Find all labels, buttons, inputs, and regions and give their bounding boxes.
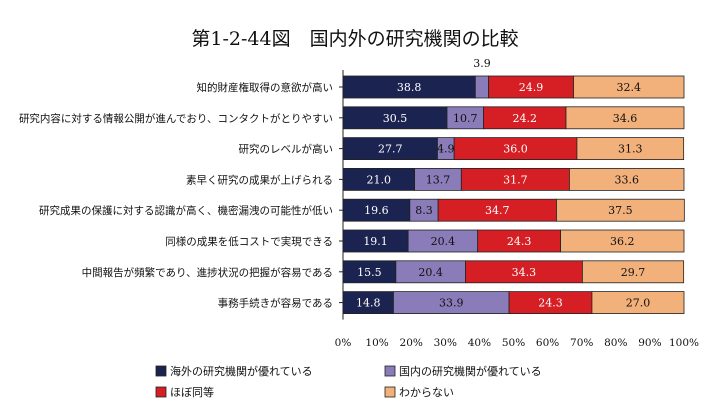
category-label: 同様の成果を低コストで実現できる xyxy=(165,235,333,248)
data-label: 31.3 xyxy=(618,143,643,156)
legend-swatch xyxy=(384,365,396,377)
data-label: 31.7 xyxy=(503,173,528,186)
category-label: 知的財産権取得の意欲が高い xyxy=(197,81,334,94)
data-label: 24.9 xyxy=(519,81,544,94)
bar-segment xyxy=(581,260,685,284)
x-tick-label: 100% xyxy=(669,337,699,349)
data-label: 20.4 xyxy=(418,266,443,279)
x-tick-label: 50% xyxy=(502,337,525,349)
bar-segment xyxy=(573,75,685,99)
data-label: 30.5 xyxy=(383,112,408,125)
outside-data-label: 3.9 xyxy=(473,57,491,70)
category-label: 研究内容に対する情報公開が進んでおり、コンタクトがとりやすい xyxy=(19,112,333,125)
bar-segment xyxy=(576,137,685,161)
legend-label: 国内の研究機関が優れている xyxy=(399,364,542,378)
data-label: 37.5 xyxy=(608,204,633,217)
x-tick-label: 10% xyxy=(365,337,388,349)
data-label: 33.6 xyxy=(614,173,639,186)
data-label: 36.0 xyxy=(503,143,528,156)
category-label: 素早く研究の成果が上げられる xyxy=(186,173,333,186)
category-label: 事務手続きが容易である xyxy=(218,297,333,310)
data-label: 13.7 xyxy=(426,173,451,186)
data-label: 14.8 xyxy=(356,297,381,310)
legend-swatch xyxy=(155,386,167,398)
x-tick-label: 20% xyxy=(400,337,423,349)
x-tick-label: 40% xyxy=(468,337,491,349)
legend-label: ほぼ同等 xyxy=(170,385,214,399)
data-label: 29.7 xyxy=(621,266,646,279)
data-label: 19.6 xyxy=(364,204,389,217)
legend-label: わからない xyxy=(399,386,454,399)
data-label: 34.7 xyxy=(485,204,510,217)
x-tick-label: 70% xyxy=(570,337,593,349)
data-label: 32.4 xyxy=(617,81,642,94)
legend-swatch xyxy=(155,365,167,377)
data-label: 38.8 xyxy=(397,81,422,94)
data-label: 34.6 xyxy=(613,112,638,125)
chart-title: 第1-2-44図 国内外の研究機関の比較 xyxy=(191,28,518,50)
data-label: 20.4 xyxy=(431,235,456,248)
legend-label: 海外の研究機関が優れている xyxy=(170,364,313,378)
x-tick-label: 80% xyxy=(604,337,627,349)
category-label: 研究成果の保護に対する認識が高く、機密漏洩の可能性が低い xyxy=(39,204,333,217)
category-label: 中間報告が頻繁であり、進捗状況の把握が容易である xyxy=(82,266,333,279)
data-label: 27.7 xyxy=(378,143,403,156)
x-tick-label: 0% xyxy=(335,337,352,349)
data-label: 15.5 xyxy=(357,266,382,279)
data-label: 8.3 xyxy=(415,204,433,217)
data-label: 24.3 xyxy=(538,297,563,310)
data-label: 33.9 xyxy=(439,297,464,310)
data-label: 27.0 xyxy=(626,297,651,310)
data-label: 34.3 xyxy=(512,266,537,279)
category-label: 研究のレベルが高い xyxy=(239,143,334,156)
legend-swatch xyxy=(384,386,396,398)
bar-segment xyxy=(556,198,685,222)
data-label: 4.9 xyxy=(437,143,455,156)
bar-segment xyxy=(474,75,490,99)
data-label: 24.2 xyxy=(513,112,538,125)
data-label: 19.1 xyxy=(363,235,388,248)
bar-segment xyxy=(569,167,685,191)
x-tick-label: 30% xyxy=(434,337,457,349)
bar-segment xyxy=(565,106,685,130)
x-tick-label: 60% xyxy=(536,337,559,349)
data-label: 36.2 xyxy=(610,235,635,248)
data-label: 21.0 xyxy=(367,173,392,186)
data-label: 10.7 xyxy=(453,112,478,125)
data-label: 24.3 xyxy=(507,235,532,248)
x-tick-label: 90% xyxy=(638,337,661,349)
bar-segment xyxy=(591,291,685,315)
bar-segment xyxy=(560,229,685,253)
